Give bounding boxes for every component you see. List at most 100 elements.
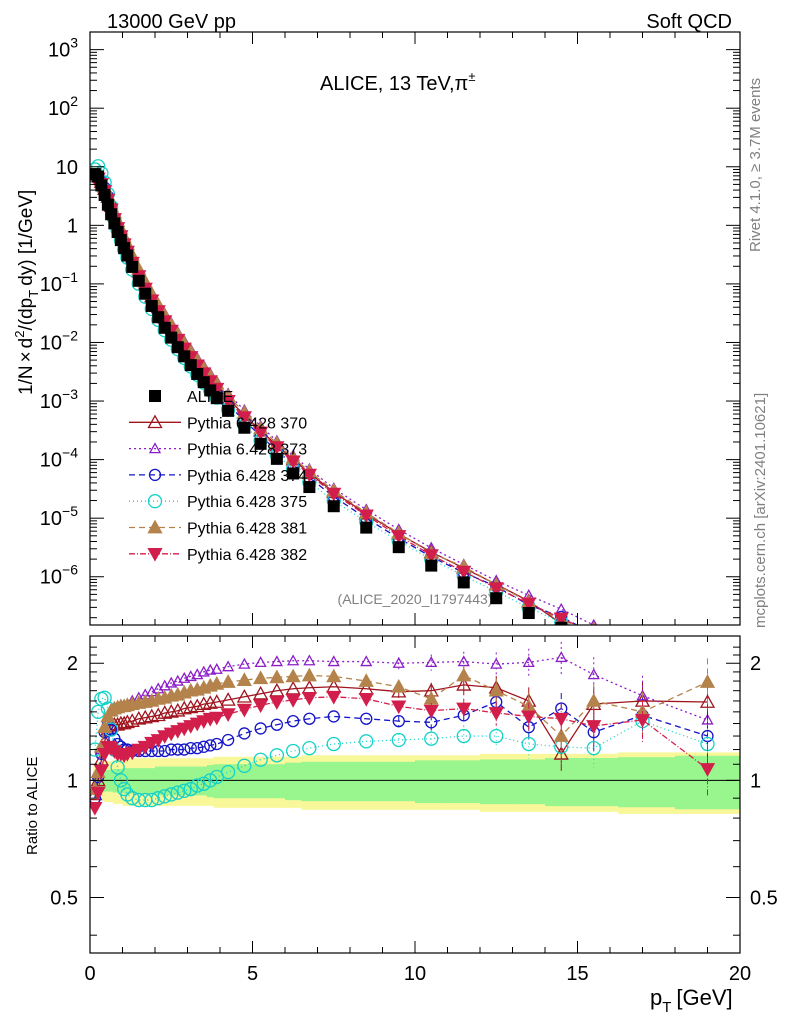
ratio-point [358,693,374,707]
alice-data-point [132,274,145,287]
ratio-tick-label-right: 1 [750,770,761,792]
ratio-point [204,663,217,675]
legend-entry: Pythia 6.428 373 [129,442,307,459]
stat-band-segment [301,761,323,802]
legend-marker [147,494,163,509]
legend-marker [148,468,162,482]
ratio-point [158,744,171,758]
ratio-point [209,694,225,708]
ratio-point [587,668,600,680]
ratio-point [553,746,569,760]
ratio-point [253,670,269,685]
legend-label: Pythia 6.428 374 [187,468,307,485]
ratio-tick-label-left: 2 [67,653,78,675]
y-axis-title: 1/N×d2/(dpTdy) [1/GeV] [12,190,41,395]
ratio-point [586,720,602,734]
alice-data-point [98,188,111,201]
ratio-point [285,668,301,683]
y-tick-label: 10−3 [40,386,78,413]
legend-entry: ALICE [149,389,233,406]
ratio-point [170,702,186,717]
ratio-point [97,719,113,734]
ratio-point [90,801,103,816]
ratio-point [165,743,178,756]
ratio-point [269,682,285,697]
main-point [636,643,649,655]
y-tick-label: 102 [48,93,78,120]
ratio-point [157,789,172,804]
x-tick-label: 10 [404,963,426,985]
ratio-point [285,680,301,695]
ratio-point [150,707,166,722]
legend-entry: Pythia 6.428 382 [129,547,307,564]
main-series-1 [90,168,649,655]
alice-data-point [457,576,470,589]
ratio-point [553,712,569,727]
legend-marker [147,519,163,534]
ratio-point [456,702,472,717]
ratio-point [151,791,166,806]
legend-label: Pythia 6.428 381 [187,521,307,538]
alice-data-point [254,437,267,450]
main-point [423,549,439,563]
main-series-4 [90,159,569,625]
ratio-point [119,714,135,729]
main-point [521,597,537,612]
ratio-point [360,712,373,725]
alice-data-point [145,299,158,312]
ratio-point [253,699,269,714]
stat-band-segment [222,764,237,799]
ratio-point [287,654,300,666]
ratio-point [270,655,283,667]
main-series-2 [90,169,648,653]
ratio-point [90,786,106,801]
ratio-point [586,693,602,707]
main-series-3 [90,169,599,639]
x-tick-label: 15 [566,963,588,985]
stat-band-segment [321,761,351,802]
ratio-point [489,728,504,744]
stat-band-segment [382,761,416,802]
legend-marker [147,547,163,562]
ratio-point [238,727,251,740]
ratio-point [521,736,536,752]
ratio-point [269,669,285,684]
ratio-point [358,673,374,687]
ratio-tick-label-right: 0.5 [750,887,778,909]
stat-band-segment [577,758,619,807]
stat-band-segment [207,765,214,798]
legend-marker [149,390,161,402]
alice-data-point [303,481,316,494]
legend-entry: Pythia 6.428 375 [129,494,307,511]
y-tick-label: 10 [56,157,78,179]
mcplots-label: mcplots.cern.ch [arXiv:2401.10621] [752,393,769,628]
chart-title: ALICE, 13 TeV,π± [320,69,476,95]
ratio-point [326,690,342,705]
alice-data-series [90,168,649,667]
ratio-point [327,655,340,667]
alice-data-point [171,341,184,354]
ratio-point [184,742,197,755]
analysis-label: (ALICE_2020_I1797443) [338,591,493,607]
ratio-point [183,781,198,797]
alice-data-point [152,311,165,324]
main-point [638,644,648,653]
ratio-point [177,783,192,798]
alice-data-point [158,321,171,334]
alice-data-point [105,208,118,221]
ratio-point [555,651,568,663]
ratio-point [254,722,267,735]
stat-band-segment [168,766,175,796]
main-point [587,628,600,640]
y-tick-label: 10−6 [40,562,78,589]
alice-data-point [637,655,649,667]
alice-data-point [522,607,535,620]
stat-band-segment [415,760,448,804]
ratio-tick-label-left: 0.5 [50,887,78,909]
alice-data-point [392,541,405,554]
main-point [588,628,599,639]
ratio-point [285,694,301,708]
x-tick-label: 5 [247,963,258,985]
ratio-y-axis-title: Ratio to ALICE [24,757,41,855]
